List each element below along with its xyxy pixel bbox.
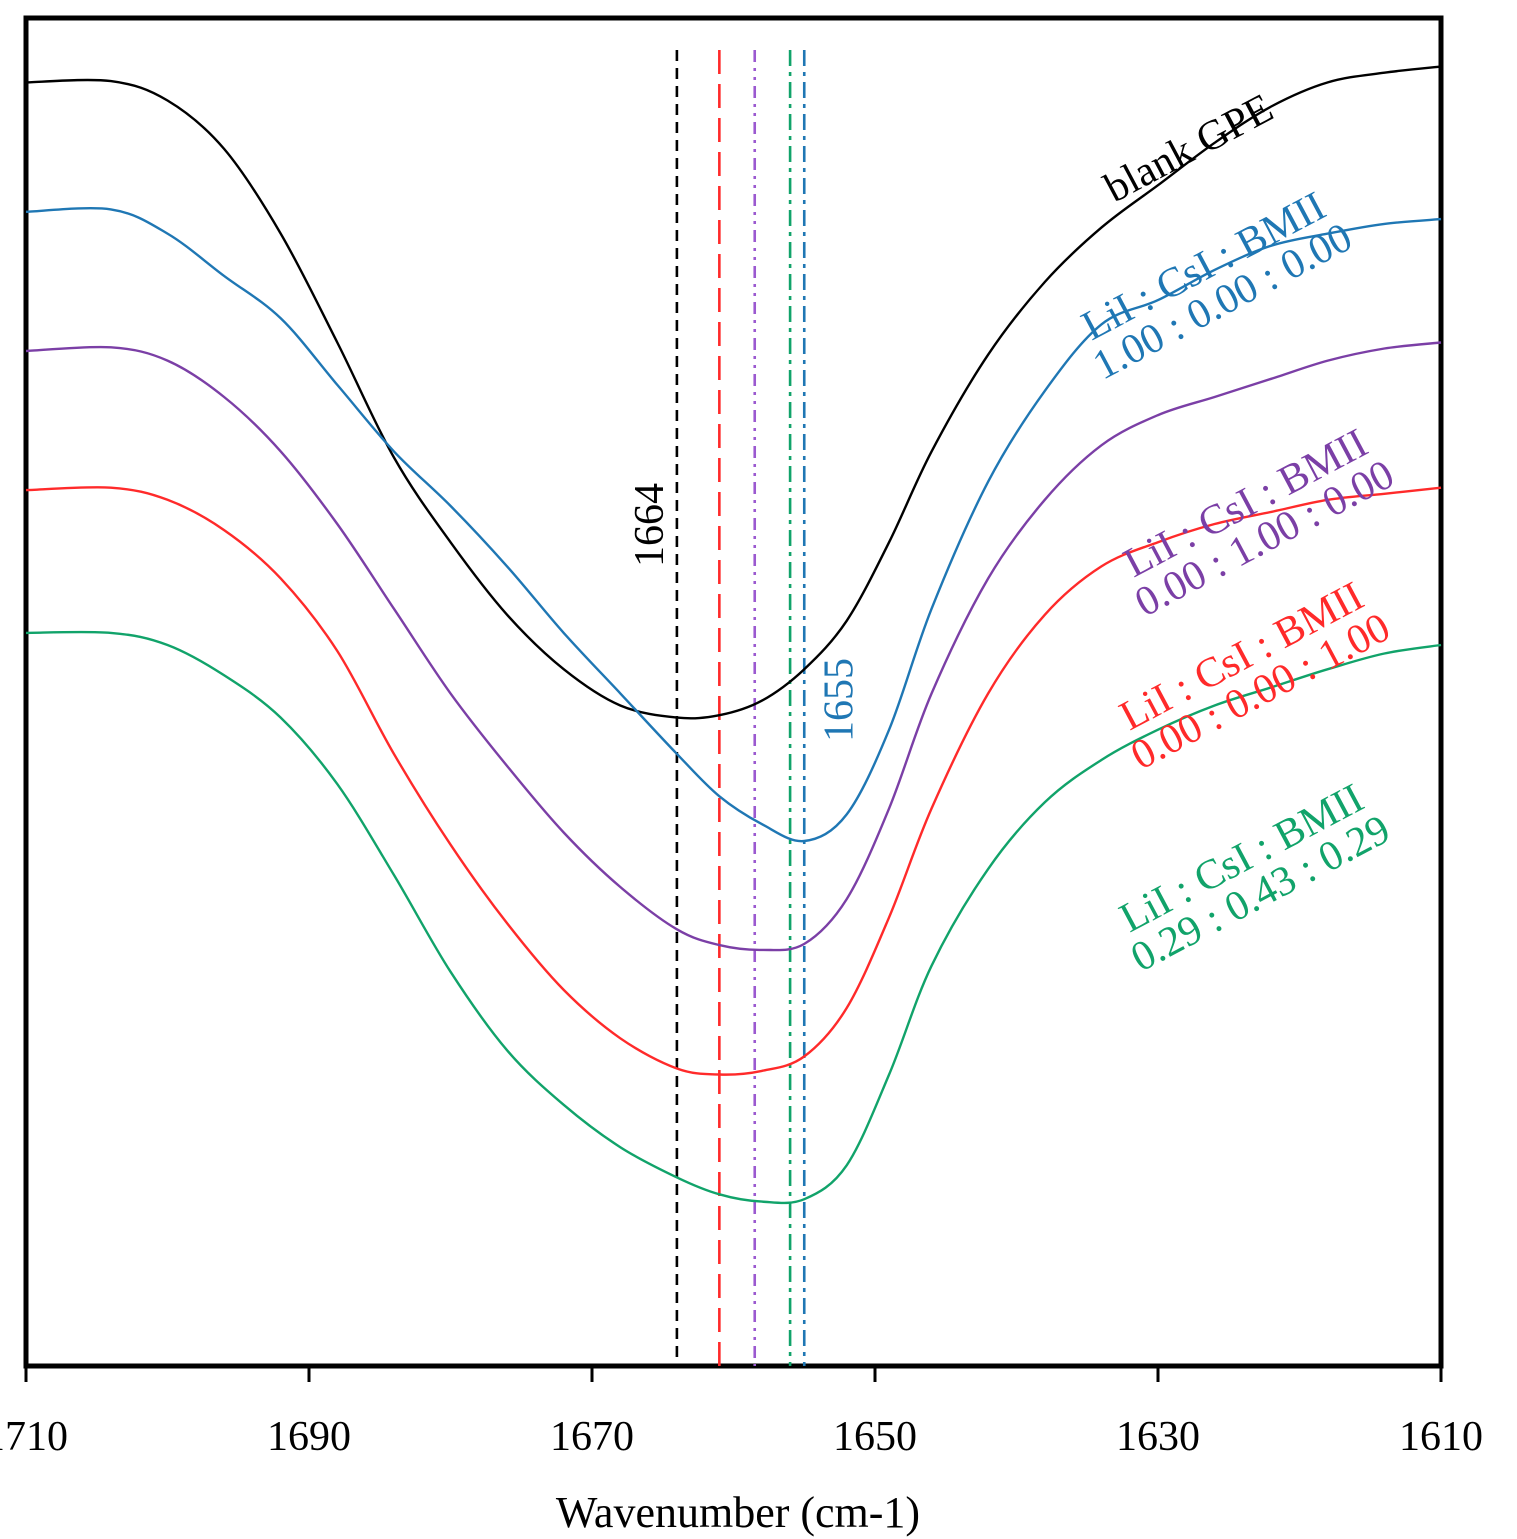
x-axis-title: Wavenumber (cm-1)	[556, 1488, 920, 1537]
x-axis: 1710 1690 1670 1650 1630 1610	[0, 1366, 1483, 1460]
x-tick-label-1670: 1670	[550, 1414, 634, 1460]
reference-lines: 1664 1655	[627, 50, 862, 1366]
series-line-2	[25, 341, 1442, 952]
x-tick-label-1690: 1690	[267, 1414, 351, 1460]
series-line-1	[25, 207, 1442, 843]
reference-label-1655: 1655	[816, 658, 862, 742]
series-label-0: blank GPE	[1097, 85, 1280, 212]
x-tick-label-1610: 1610	[1399, 1414, 1483, 1460]
series-group	[25, 65, 1442, 1205]
series-label-4: LiI : CsI : BMII0.29 : 0.43 : 0.29	[1105, 771, 1398, 981]
series-line-0	[25, 65, 1442, 720]
series-label-0-line-0: blank GPE	[1097, 85, 1280, 212]
x-tick-label-1630: 1630	[1116, 1414, 1200, 1460]
series-line-3	[25, 486, 1442, 1076]
plot-frame	[23, 15, 1444, 1369]
x-tick-label-1710: 1710	[0, 1414, 68, 1460]
series-label-1: LiI : CsI : BMII1.00 : 0.00 : 0.00	[1067, 179, 1360, 389]
reference-label-1664: 1664	[627, 483, 673, 567]
series-line-4	[25, 630, 1442, 1205]
x-tick-label-1650: 1650	[833, 1414, 917, 1460]
